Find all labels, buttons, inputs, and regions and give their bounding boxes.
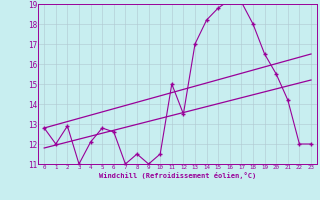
X-axis label: Windchill (Refroidissement éolien,°C): Windchill (Refroidissement éolien,°C): [99, 172, 256, 179]
